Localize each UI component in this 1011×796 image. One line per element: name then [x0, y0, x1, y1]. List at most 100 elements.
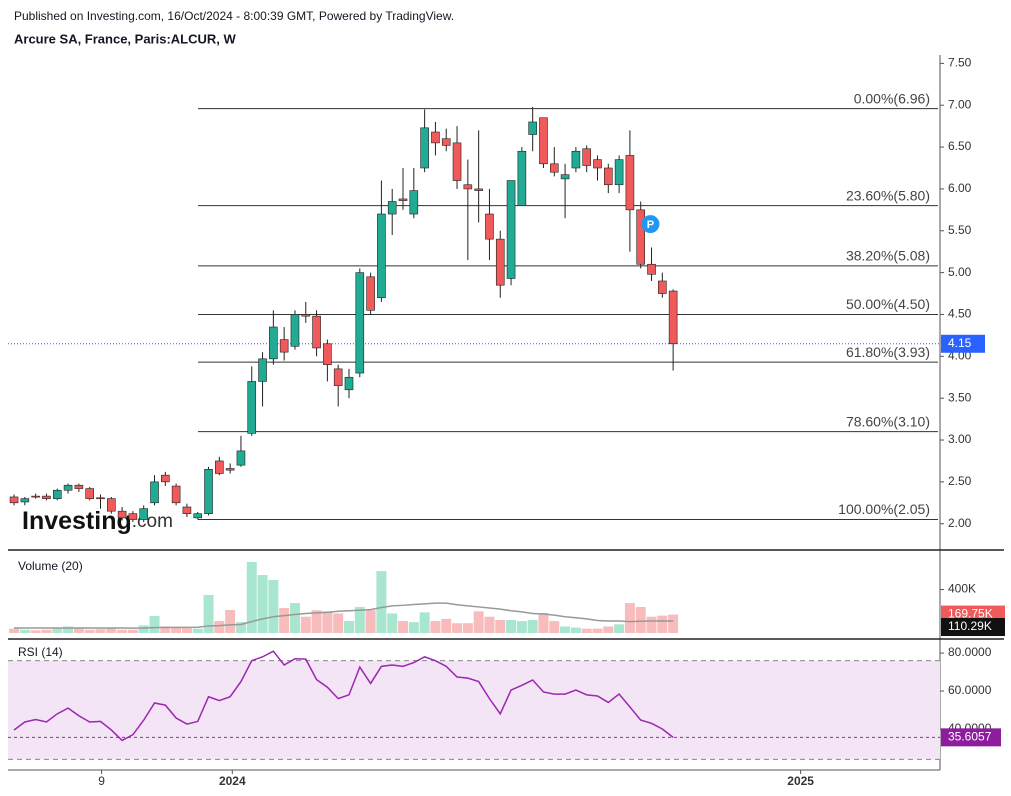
volume-bar: [30, 630, 41, 633]
volume-bar: [473, 611, 484, 633]
candle-body: [42, 495, 51, 499]
last-value-label: 35.6057: [948, 730, 992, 744]
y-tick-label: 6.00: [948, 181, 972, 195]
volume-bar: [614, 624, 625, 633]
volume-bar: [570, 627, 581, 633]
volume-bar: [624, 603, 635, 633]
candle-body: [139, 508, 149, 520]
volume-bar: [9, 628, 20, 633]
fib-label: 50.00%(4.50): [846, 296, 930, 312]
candle-body: [571, 150, 581, 169]
candle-body: [387, 201, 397, 215]
candle-body: [539, 117, 548, 165]
volume-bar: [441, 618, 452, 633]
candle-body: [517, 150, 527, 206]
candle-body: [182, 506, 192, 514]
candle-body: [495, 238, 505, 286]
volume-bar: [311, 610, 322, 633]
y-tick-label: 80.0000: [948, 645, 992, 659]
candle-body: [193, 513, 203, 519]
candle-body: [312, 315, 321, 349]
candle-body: [463, 184, 473, 190]
volume-bar: [95, 629, 106, 633]
volume-bar: [603, 626, 614, 633]
y-tick-label: 4.50: [948, 307, 972, 321]
marker-label: P: [647, 219, 654, 231]
candle-body: [636, 209, 646, 265]
candle-body: [117, 510, 127, 519]
volume-bar: [235, 622, 246, 633]
volume-bar: [73, 628, 84, 633]
volume-bar: [657, 615, 668, 633]
volume-bar: [214, 621, 225, 633]
volume-bar: [19, 629, 30, 633]
candle-body: [366, 276, 375, 311]
candle-body: [74, 484, 84, 489]
volume-bar: [322, 611, 333, 633]
candle-body: [290, 314, 300, 347]
candle-body: [658, 280, 667, 294]
volume-bar: [225, 609, 236, 633]
y-tick-label: 6.50: [948, 139, 972, 153]
volume-bar: [387, 613, 398, 633]
candle-body: [549, 163, 559, 173]
volume-ma: [14, 602, 674, 629]
candle-body: [247, 381, 257, 434]
candle-body: [452, 142, 462, 181]
fib-label: 38.20%(5.08): [846, 248, 930, 264]
candle-body: [225, 468, 235, 471]
volume-bar: [117, 629, 128, 633]
candle-body: [582, 148, 591, 166]
volume-bar: [63, 626, 74, 633]
candle-body: [420, 127, 429, 169]
candle-body: [96, 497, 105, 500]
y-tick-label: 5.50: [948, 223, 972, 237]
volume-bar: [343, 621, 354, 633]
candle-body: [161, 474, 170, 483]
volume-bar: [106, 628, 117, 633]
volume-bar: [127, 629, 138, 633]
candle-body: [52, 489, 62, 499]
last-value-label: 110.29K: [948, 619, 992, 633]
y-tick-label: 3.50: [948, 390, 972, 404]
volume-bar: [581, 628, 592, 633]
volume-bar: [203, 594, 214, 633]
volume-bar: [354, 606, 365, 633]
volume-bar: [160, 626, 171, 633]
marker: [641, 215, 660, 234]
volume-bar: [668, 614, 679, 633]
candle-body: [474, 188, 483, 191]
volume-bar: [192, 628, 203, 633]
volume-bar: [279, 608, 290, 633]
candle-body: [31, 495, 40, 498]
candle-body: [528, 121, 537, 135]
candle-body: [323, 343, 332, 365]
rsi-line: [13, 650, 674, 742]
volume-bar: [430, 621, 441, 633]
candle-body: [377, 213, 386, 299]
x-tick-label: 9: [98, 774, 105, 788]
volume-bar: [527, 619, 538, 633]
y-tick-label: 3.00: [948, 432, 972, 446]
last-value-tag: 4.15: [941, 334, 985, 353]
fib-label: 61.80%(3.93): [846, 344, 930, 360]
last-value-tag: 35.6057: [941, 728, 1001, 747]
logo-suffix: .com: [132, 511, 173, 532]
volume-bar: [84, 629, 95, 633]
volume-bar: [333, 613, 344, 633]
volume-bar: [549, 621, 560, 633]
volume-bar: [376, 571, 387, 633]
volume-bar: [408, 622, 419, 633]
candle-body: [236, 450, 246, 466]
volume-bar: [181, 628, 192, 633]
y-tick-label: 60.0000: [948, 683, 992, 697]
volume-bar: [635, 606, 646, 633]
candle-body: [398, 198, 408, 201]
candle-body: [668, 290, 678, 345]
volume-bar: [171, 627, 182, 633]
candle-body: [441, 138, 451, 146]
x-tick-label: 2024: [219, 774, 246, 788]
y-tick-label: 5.00: [948, 265, 972, 279]
candle-body: [625, 155, 635, 211]
